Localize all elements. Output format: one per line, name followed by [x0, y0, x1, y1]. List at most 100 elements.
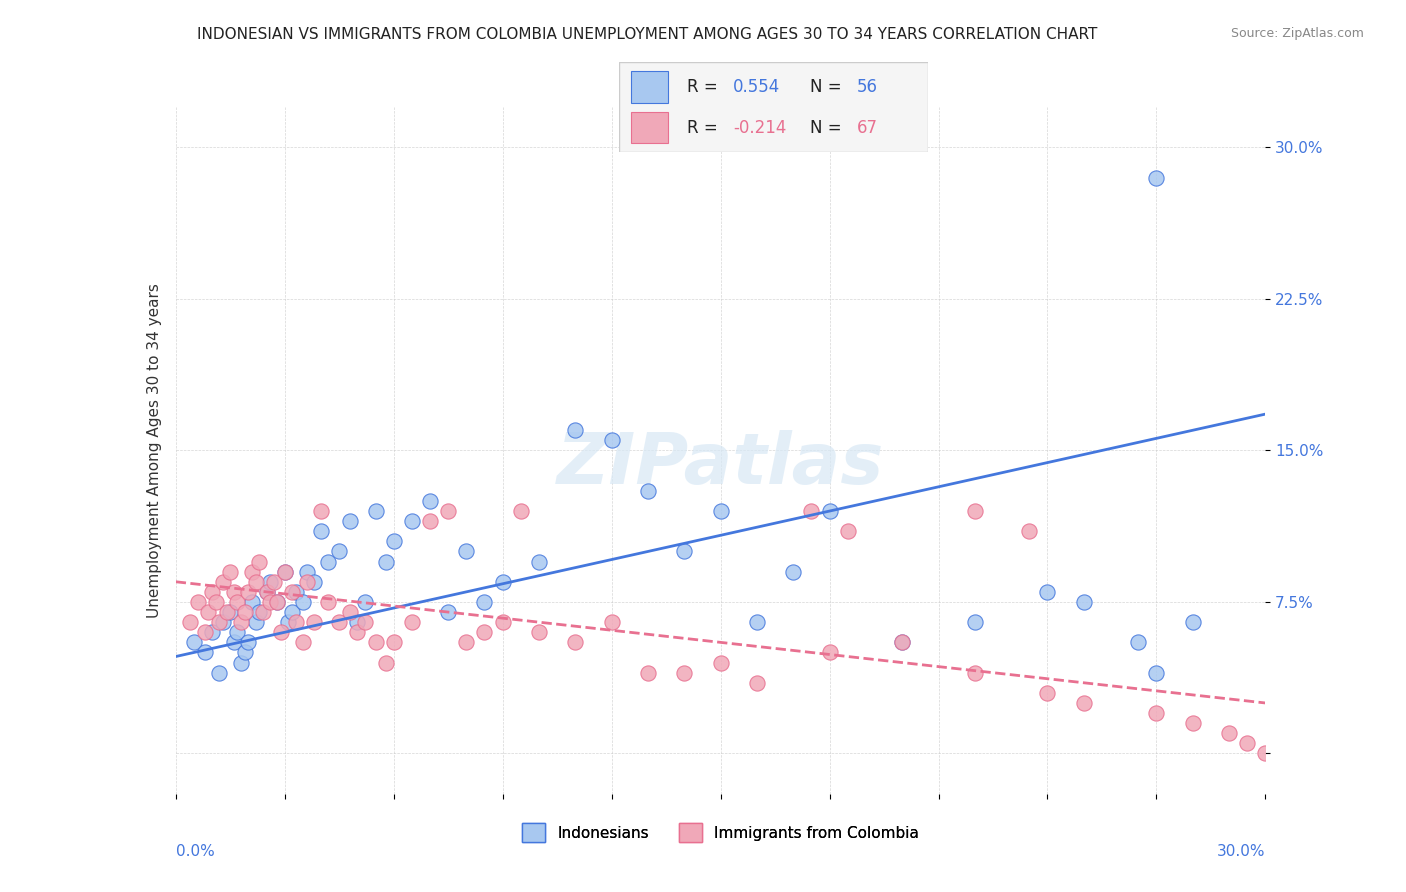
- Text: N =: N =: [810, 119, 848, 136]
- Point: [233, 645, 256, 659]
- Point: [1036, 585, 1059, 599]
- Point: [437, 504, 460, 518]
- Point: [245, 615, 267, 630]
- Point: [222, 585, 245, 599]
- Point: [284, 585, 307, 599]
- Point: [328, 615, 350, 630]
- Point: [1146, 706, 1168, 720]
- Point: [252, 605, 274, 619]
- Text: -0.214: -0.214: [733, 119, 786, 136]
- Point: [256, 585, 278, 599]
- Point: [281, 605, 304, 619]
- Point: [318, 555, 340, 569]
- Text: 0.554: 0.554: [733, 78, 780, 96]
- Point: [401, 615, 423, 630]
- Point: [219, 605, 242, 619]
- Point: [474, 625, 496, 640]
- Point: [201, 625, 224, 640]
- Point: [963, 504, 986, 518]
- Bar: [631, 71, 668, 103]
- Point: [201, 585, 224, 599]
- Point: [179, 615, 201, 630]
- Point: [302, 615, 325, 630]
- Text: INDONESIAN VS IMMIGRANTS FROM COLOMBIA UNEMPLOYMENT AMONG AGES 30 TO 34 YEARS CO: INDONESIAN VS IMMIGRANTS FROM COLOMBIA U…: [197, 27, 1097, 42]
- Point: [302, 574, 325, 589]
- Point: [637, 665, 659, 680]
- Text: 67: 67: [856, 119, 877, 136]
- Point: [240, 565, 263, 579]
- Point: [247, 605, 270, 619]
- Text: 56: 56: [856, 78, 877, 96]
- Point: [274, 565, 297, 579]
- Point: [673, 544, 696, 558]
- Point: [1073, 696, 1095, 710]
- Point: [1181, 716, 1204, 731]
- Point: [208, 665, 231, 680]
- Point: [963, 665, 986, 680]
- Point: [222, 635, 245, 649]
- Point: [710, 656, 733, 670]
- Text: R =: R =: [686, 119, 723, 136]
- Point: [710, 504, 733, 518]
- Text: 0.0%: 0.0%: [176, 845, 215, 859]
- Point: [183, 635, 205, 649]
- Point: [375, 555, 398, 569]
- Point: [245, 574, 267, 589]
- Point: [256, 585, 278, 599]
- Point: [509, 504, 531, 518]
- Point: [274, 565, 297, 579]
- Point: [204, 595, 226, 609]
- Point: [318, 595, 340, 609]
- FancyBboxPatch shape: [619, 62, 928, 152]
- Point: [238, 635, 260, 649]
- Point: [600, 615, 623, 630]
- Point: [291, 595, 314, 609]
- Point: [309, 524, 332, 539]
- Text: N =: N =: [810, 78, 848, 96]
- Point: [745, 675, 768, 690]
- Point: [637, 483, 659, 498]
- Point: [745, 615, 768, 630]
- Point: [419, 514, 441, 528]
- Point: [564, 635, 586, 649]
- Point: [346, 625, 368, 640]
- Point: [233, 605, 256, 619]
- Point: [1218, 726, 1240, 740]
- Point: [364, 635, 387, 649]
- Point: [375, 656, 398, 670]
- Point: [527, 625, 550, 640]
- Point: [291, 635, 314, 649]
- Text: Source: ZipAtlas.com: Source: ZipAtlas.com: [1230, 27, 1364, 40]
- Point: [1146, 170, 1168, 185]
- Point: [1073, 595, 1095, 609]
- Text: 30.0%: 30.0%: [1218, 845, 1265, 859]
- Point: [437, 605, 460, 619]
- Point: [382, 534, 405, 549]
- Point: [382, 635, 405, 649]
- Point: [401, 514, 423, 528]
- Point: [194, 645, 217, 659]
- Point: [800, 504, 823, 518]
- Point: [231, 656, 253, 670]
- Point: [1236, 736, 1258, 750]
- Point: [197, 605, 219, 619]
- Point: [240, 595, 263, 609]
- Point: [231, 615, 253, 630]
- Point: [295, 574, 318, 589]
- Point: [339, 605, 361, 619]
- Point: [339, 514, 361, 528]
- Point: [259, 574, 281, 589]
- Point: [328, 544, 350, 558]
- Point: [1128, 635, 1150, 649]
- Point: [266, 595, 288, 609]
- Point: [212, 574, 235, 589]
- Point: [208, 615, 231, 630]
- Point: [212, 615, 235, 630]
- Point: [270, 625, 292, 640]
- Point: [1146, 665, 1168, 680]
- Point: [263, 574, 285, 589]
- Point: [281, 585, 304, 599]
- Point: [266, 595, 288, 609]
- Point: [837, 524, 859, 539]
- Point: [818, 645, 841, 659]
